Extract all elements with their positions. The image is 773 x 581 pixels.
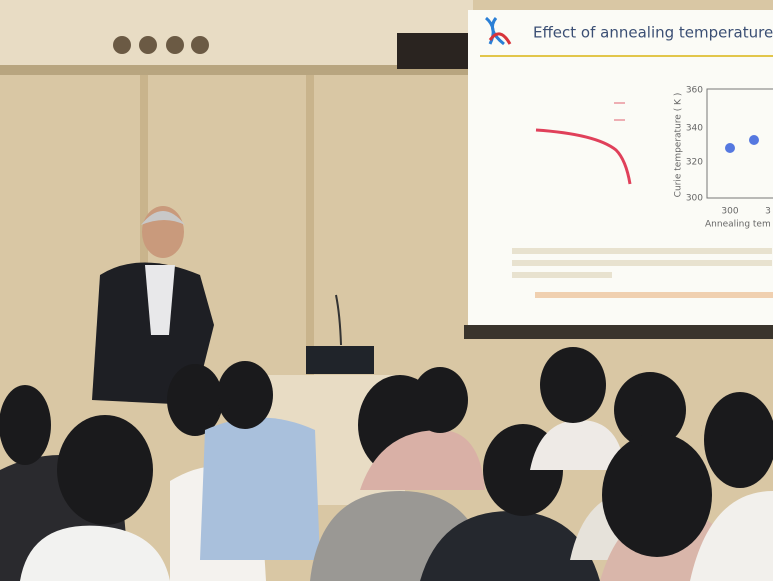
y-tick-label: 320 [686, 158, 703, 168]
upper-wall [0, 0, 473, 65]
y-tick-label: 300 [686, 194, 703, 204]
x-axis-label: Annealing tem [705, 220, 771, 230]
spotlights [113, 36, 209, 54]
x-tick-label: 3 [765, 207, 771, 217]
slide-text-blur [512, 248, 773, 298]
slide-title: Effect of annealing temperature [533, 24, 773, 42]
hair [141, 211, 185, 225]
screen-frame [464, 325, 773, 339]
shirt [145, 265, 175, 335]
plot-frame [706, 88, 773, 199]
curve [535, 128, 632, 185]
logo [484, 16, 505, 46]
microphone [335, 294, 342, 346]
audience [0, 347, 773, 581]
y-tick-label: 360 [686, 86, 703, 96]
x-tick-label: 300 [721, 207, 738, 217]
logo [488, 32, 512, 45]
beam [0, 65, 473, 75]
point [725, 143, 735, 153]
laptop [306, 346, 374, 374]
pillar [306, 75, 314, 375]
speaker-box [397, 33, 473, 69]
slide [468, 10, 773, 328]
y-axis-label: Curie temperature ( K ) [674, 93, 684, 198]
point [749, 135, 759, 145]
y-tick-label: 340 [686, 124, 703, 134]
